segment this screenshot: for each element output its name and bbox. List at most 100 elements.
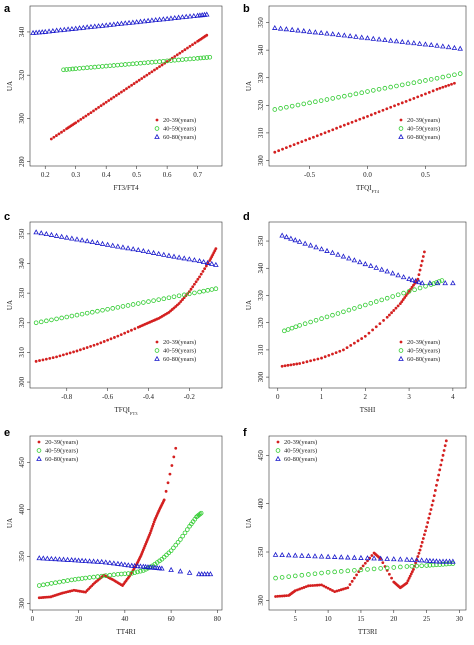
data-point: [346, 122, 350, 126]
data-point: [126, 330, 130, 334]
data-point: [175, 53, 179, 57]
data-point: [407, 577, 411, 580]
data-point: [191, 43, 194, 47]
y-tick-label: 320: [257, 100, 265, 111]
data-point: [345, 568, 351, 574]
data-point: [373, 111, 377, 115]
data-point: [145, 60, 151, 65]
x-tick-label: -0.4: [143, 393, 155, 401]
data-point: [186, 256, 193, 262]
panel-letter: b: [243, 3, 250, 15]
data-point: [84, 114, 88, 118]
data-point: [205, 33, 209, 37]
series-60-80(years): [279, 232, 456, 286]
data-point: [65, 26, 71, 32]
data-point: [164, 552, 169, 558]
data-point: [285, 327, 291, 332]
data-point: [272, 107, 278, 112]
data-point: [34, 359, 38, 363]
data-point: [207, 54, 213, 60]
data-point: [323, 131, 327, 135]
y-tick-label: 320: [257, 317, 265, 328]
data-point: [130, 61, 136, 67]
legend: 20-39(years) 40-59(years)60-80(years): [398, 339, 440, 363]
data-point: [53, 580, 58, 586]
data-point: [172, 57, 178, 63]
data-point: [438, 86, 442, 90]
data-point: [140, 77, 144, 80]
data-point: [161, 251, 167, 257]
data-point: [126, 61, 132, 67]
data-point: [178, 537, 183, 542]
x-axis-label: TT4RI: [116, 628, 136, 636]
x-axis-label: TFQIFT3: [114, 406, 138, 416]
data-point: [95, 308, 100, 314]
data-point: [161, 296, 167, 302]
data-point: [91, 23, 98, 29]
data-point: [198, 571, 205, 577]
data-point: [352, 576, 356, 580]
data-point: [61, 579, 66, 584]
data-point: [140, 247, 147, 254]
data-point: [352, 306, 357, 311]
data-point: [377, 110, 381, 114]
data-point: [304, 585, 308, 589]
data-point: [358, 117, 362, 121]
data-point: [424, 92, 427, 96]
data-point: [65, 578, 70, 583]
legend: 20-39(years) 40-59(years)60-80(years): [398, 117, 440, 141]
data-point: [417, 285, 423, 291]
legend-label: 40-59(years): [407, 126, 440, 133]
legend-label: 40-59(years): [163, 348, 196, 355]
data-point: [48, 356, 52, 360]
data-point: [170, 464, 174, 467]
legend-label: 60-80(years): [407, 356, 440, 363]
data-point: [52, 135, 56, 139]
data-point: [328, 587, 332, 591]
data-point: [318, 246, 325, 252]
data-point: [323, 355, 327, 359]
data-point: [345, 554, 351, 560]
legend-marker: [275, 448, 281, 453]
data-point: [286, 363, 290, 367]
series-20-39(years): [273, 81, 456, 154]
data-point: [183, 13, 189, 19]
data-point: [384, 268, 390, 274]
y-tick-label: 340: [18, 258, 26, 269]
data-point: [77, 66, 82, 71]
data-point: [368, 262, 374, 268]
data-point: [342, 93, 347, 99]
x-tick-label: 40: [121, 615, 129, 623]
data-point: [84, 310, 90, 316]
data-point: [196, 571, 202, 577]
data-point: [292, 573, 298, 579]
data-point: [423, 557, 430, 563]
data-point: [389, 105, 393, 109]
y-axis-label: UA: [6, 518, 14, 528]
data-point: [68, 351, 72, 355]
data-point: [175, 539, 181, 545]
data-point: [447, 83, 451, 87]
data-point: [197, 511, 203, 517]
data-point: [81, 65, 86, 71]
data-point: [137, 18, 144, 24]
data-point: [312, 571, 318, 577]
y-axis-label: UA: [245, 81, 253, 91]
data-point: [410, 285, 414, 289]
data-point: [193, 282, 196, 286]
legend-marker: [398, 348, 404, 353]
data-point: [70, 66, 75, 72]
data-point: [405, 39, 411, 45]
data-point: [107, 559, 113, 565]
data-point: [355, 573, 358, 577]
series-40-59(years): [61, 54, 213, 73]
data-point: [368, 300, 374, 306]
data-point: [397, 102, 400, 106]
data-point: [312, 135, 315, 139]
data-point: [392, 309, 396, 312]
data-point: [341, 309, 346, 315]
data-point: [292, 237, 299, 243]
series-60-80(years): [30, 11, 210, 35]
data-point: [100, 64, 105, 69]
data-point: [30, 29, 36, 35]
